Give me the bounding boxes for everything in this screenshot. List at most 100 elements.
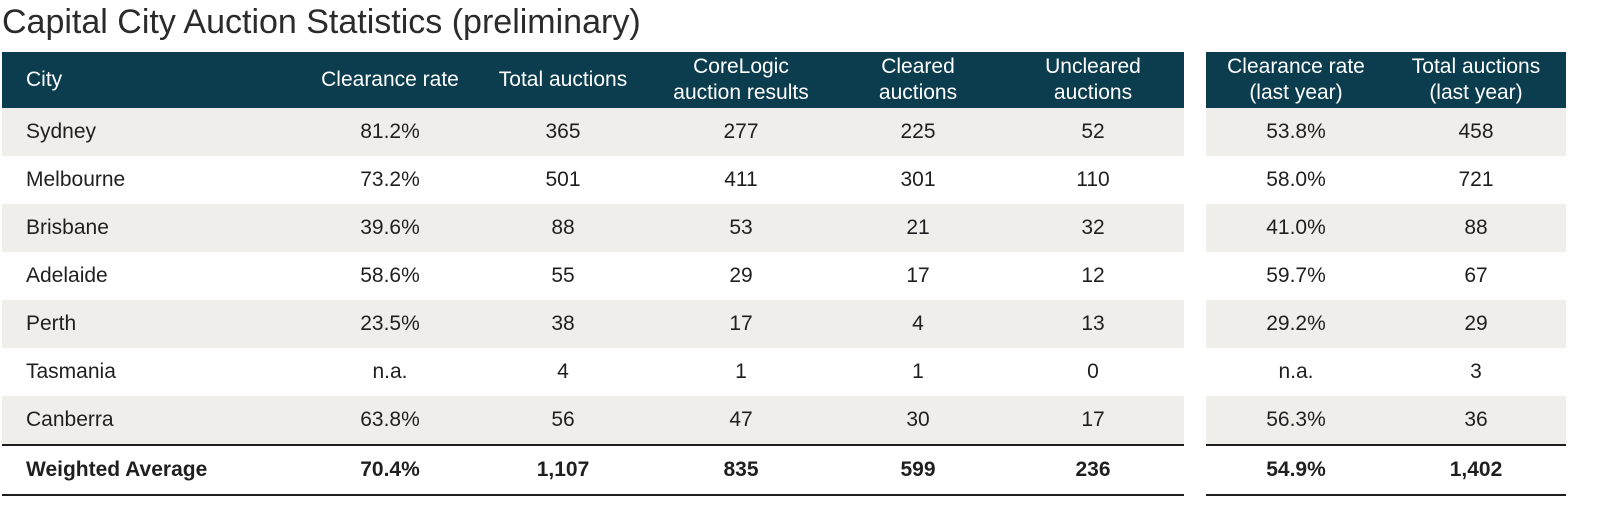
total-auctions-last-year-cell: 88 (1386, 204, 1566, 252)
header-corelogic-line2: auction results (673, 81, 809, 104)
city-cell: Perth (2, 300, 302, 348)
total-auctions-cell: 365 (478, 108, 648, 156)
table-row: Brisbane 39.6% 88 53 21 32 (2, 204, 1184, 252)
table-row: 59.7% 67 (1206, 252, 1566, 300)
total-cleared: 599 (834, 444, 1002, 496)
city-cell: Adelaide (2, 252, 302, 300)
header-total-ly-line2: (last year) (1429, 81, 1523, 104)
total-auctions-last-year-cell: 721 (1386, 156, 1566, 204)
weighted-average-row: 54.9% 1,402 (1206, 444, 1566, 496)
clearance-rate-last-year-cell: 53.8% (1206, 108, 1386, 156)
total-auctions-cell: 56 (478, 396, 648, 445)
cleared-cell: 21 (834, 204, 1002, 252)
header-uncleared-line2: auctions (1053, 81, 1133, 104)
total-auctions-last-year-cell: 458 (1386, 108, 1566, 156)
cleared-cell: 17 (834, 252, 1002, 300)
uncleared-cell: 32 (1002, 204, 1184, 252)
table-row: Adelaide 58.6% 55 29 17 12 (2, 252, 1184, 300)
table-row: Perth 23.5% 38 17 4 13 (2, 300, 1184, 348)
header-clearance-ly-line2: (last year) (1249, 81, 1343, 104)
total-auctions-cell: 55 (478, 252, 648, 300)
header-total-auctions: Total auctions (478, 52, 648, 108)
header-uncleared-auctions: Uncleared auctions (1002, 52, 1184, 108)
total-total-auctions-last-year: 1,402 (1386, 444, 1566, 496)
cleared-cell: 1 (834, 348, 1002, 396)
corelogic-results-cell: 1 (648, 348, 834, 396)
table-row: Melbourne 73.2% 501 411 301 110 (2, 156, 1184, 204)
cleared-cell: 30 (834, 396, 1002, 445)
total-total-auctions: 1,107 (478, 444, 648, 496)
table-row: 58.0% 721 (1206, 156, 1566, 204)
total-auctions-last-year-cell: 3 (1386, 348, 1566, 396)
corelogic-results-cell: 29 (648, 252, 834, 300)
city-cell: Melbourne (2, 156, 302, 204)
total-auctions-cell: 88 (478, 204, 648, 252)
header-corelogic-line1: CoreLogic (693, 55, 789, 78)
weighted-average-label: Weighted Average (2, 444, 302, 496)
uncleared-cell: 0 (1002, 348, 1184, 396)
table-row: n.a. 3 (1206, 348, 1566, 396)
total-auctions-cell: 501 (478, 156, 648, 204)
uncleared-cell: 13 (1002, 300, 1184, 348)
clearance-rate-cell: 23.5% (302, 300, 478, 348)
total-clearance-rate-last-year: 54.9% (1206, 444, 1386, 496)
clearance-rate-cell: 63.8% (302, 396, 478, 445)
table-row: 53.8% 458 (1206, 108, 1566, 156)
corelogic-results-cell: 17 (648, 300, 834, 348)
header-total-ly-line1: Total auctions (1411, 55, 1541, 78)
table-row: 29.2% 29 (1206, 300, 1566, 348)
table-row: Canberra 63.8% 56 47 30 17 (2, 396, 1184, 445)
header-cleared-auctions: Cleared auctions (834, 52, 1002, 108)
table-row: 41.0% 88 (1206, 204, 1566, 252)
city-cell: Brisbane (2, 204, 302, 252)
clearance-rate-last-year-cell: 56.3% (1206, 396, 1386, 445)
header-cleared-line1: Cleared (881, 55, 955, 78)
clearance-rate-last-year-cell: 58.0% (1206, 156, 1386, 204)
header-row: City Clearance rate Total auctions CoreL… (2, 52, 1184, 108)
total-auctions-last-year-cell: 29 (1386, 300, 1566, 348)
page-title: Capital City Auction Statistics (prelimi… (2, 3, 641, 41)
clearance-rate-cell: 39.6% (302, 204, 478, 252)
clearance-rate-cell: 81.2% (302, 108, 478, 156)
cleared-cell: 301 (834, 156, 1002, 204)
cleared-cell: 4 (834, 300, 1002, 348)
city-cell: Tasmania (2, 348, 302, 396)
total-auctions-last-year-cell: 67 (1386, 252, 1566, 300)
auction-stats-table: City Clearance rate Total auctions CoreL… (2, 52, 1184, 496)
clearance-rate-last-year-cell: n.a. (1206, 348, 1386, 396)
clearance-rate-last-year-cell: 41.0% (1206, 204, 1386, 252)
total-uncleared: 236 (1002, 444, 1184, 496)
header-cleared-line2: auctions (878, 81, 958, 104)
uncleared-cell: 52 (1002, 108, 1184, 156)
corelogic-results-cell: 53 (648, 204, 834, 252)
total-auctions-last-year-cell: 36 (1386, 396, 1566, 445)
header-corelogic-results: CoreLogic auction results (648, 52, 834, 108)
uncleared-cell: 12 (1002, 252, 1184, 300)
clearance-rate-cell: 58.6% (302, 252, 478, 300)
header-clearance-rate: Clearance rate (302, 52, 478, 108)
corelogic-results-cell: 277 (648, 108, 834, 156)
clearance-rate-cell: n.a. (302, 348, 478, 396)
total-corelogic-results: 835 (648, 444, 834, 496)
header-total-auctions-last-year: Total auctions (last year) (1386, 52, 1566, 108)
corelogic-results-cell: 411 (648, 156, 834, 204)
header-uncleared-line1: Uncleared (1045, 55, 1141, 78)
weighted-average-row: Weighted Average 70.4% 1,107 835 599 236 (2, 444, 1184, 496)
clearance-rate-last-year-cell: 59.7% (1206, 252, 1386, 300)
cleared-cell: 225 (834, 108, 1002, 156)
clearance-rate-cell: 73.2% (302, 156, 478, 204)
header-clearance-rate-last-year: Clearance rate (last year) (1206, 52, 1386, 108)
total-auctions-cell: 4 (478, 348, 648, 396)
header-clearance-ly-line1: Clearance rate (1227, 55, 1365, 78)
total-clearance-rate: 70.4% (302, 444, 478, 496)
corelogic-results-cell: 47 (648, 396, 834, 445)
last-year-table: Clearance rate (last year) Total auction… (1206, 52, 1566, 496)
table-row: Sydney 81.2% 365 277 225 52 (2, 108, 1184, 156)
uncleared-cell: 110 (1002, 156, 1184, 204)
table-row: Tasmania n.a. 4 1 1 0 (2, 348, 1184, 396)
city-cell: Canberra (2, 396, 302, 445)
header-city: City (2, 52, 302, 108)
city-cell: Sydney (2, 108, 302, 156)
total-auctions-cell: 38 (478, 300, 648, 348)
table-row: 56.3% 36 (1206, 396, 1566, 445)
